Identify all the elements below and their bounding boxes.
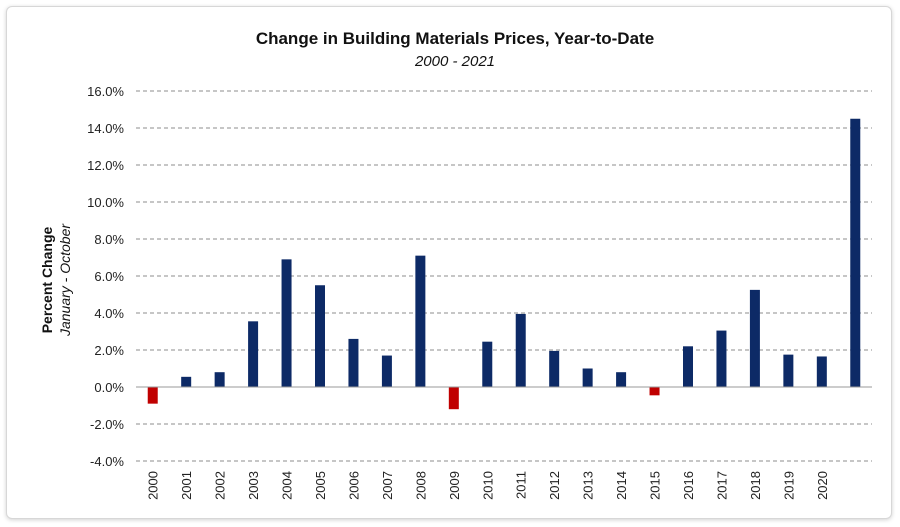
y-tick-label: 16.0% bbox=[87, 84, 124, 99]
chart-subtitle: 2000 - 2021 bbox=[414, 53, 495, 70]
y-tick-label: 6.0% bbox=[94, 269, 124, 284]
x-tick-label: 2018 bbox=[748, 471, 763, 500]
gridlines bbox=[136, 90, 872, 462]
y-tick-labels: 16.0% 14.0% 12.0% 10.0% 8.0% 6.0% 4.0% 2.0% 0.0%… bbox=[87, 84, 124, 469]
x-tick-label: 2014 bbox=[614, 471, 629, 500]
bar-2001 bbox=[181, 376, 192, 387]
x-tick-label: 2003 bbox=[246, 471, 261, 500]
x-tick-label: 2019 bbox=[781, 471, 796, 500]
bars bbox=[147, 118, 861, 410]
bar-2007 bbox=[381, 355, 392, 387]
y-tick-label: 4.0% bbox=[94, 306, 124, 321]
y-tick-label: 0.0% bbox=[94, 380, 124, 395]
bar-2020 bbox=[816, 356, 827, 387]
chart-title: Change in Building Materials Prices, Yea… bbox=[256, 29, 654, 48]
bar-2005 bbox=[315, 285, 325, 387]
bar-2013 bbox=[582, 368, 593, 387]
bar-2016 bbox=[683, 346, 693, 387]
y-axis-sublabel: January - October bbox=[57, 223, 73, 337]
x-tick-label: 2010 bbox=[480, 471, 495, 500]
bar-2004 bbox=[281, 259, 292, 387]
bar-2018 bbox=[749, 289, 760, 387]
x-tick-label: 2017 bbox=[714, 471, 729, 500]
bar-2014 bbox=[616, 372, 627, 387]
bar-2008 bbox=[415, 255, 426, 387]
bar-2011 bbox=[515, 313, 526, 387]
y-tick-label: 10.0% bbox=[87, 195, 124, 210]
bar-2006 bbox=[348, 338, 359, 387]
x-tick-label: 2004 bbox=[280, 471, 295, 500]
x-tick-label: 2006 bbox=[346, 471, 361, 500]
x-tick-label: 2002 bbox=[213, 471, 228, 500]
y-tick-label: 2.0% bbox=[94, 343, 124, 358]
y-axis-label: Percent Change bbox=[39, 226, 55, 333]
bar-2017 bbox=[716, 330, 727, 387]
x-tick-label: 2000 bbox=[146, 471, 161, 500]
x-tick-label: 2001 bbox=[179, 471, 194, 500]
x-tick-label: 2020 bbox=[815, 471, 830, 500]
bar-2000 bbox=[147, 387, 158, 404]
bar-2002 bbox=[214, 372, 225, 387]
x-tick-label: 2007 bbox=[380, 471, 395, 500]
bar-2003 bbox=[248, 321, 259, 387]
y-tick-label: 14.0% bbox=[87, 121, 124, 136]
x-tick-label: 2009 bbox=[447, 471, 462, 500]
bar-2010 bbox=[482, 341, 493, 387]
x-tick-labels: 2000 2001 2002 2003 2004 2005 2006 2007 2008 2009… bbox=[146, 471, 830, 500]
bar-2009 bbox=[448, 387, 459, 410]
y-tick-label: 8.0% bbox=[94, 232, 124, 247]
x-tick-label: 2008 bbox=[413, 471, 428, 500]
x-tick-label: 2016 bbox=[681, 471, 696, 500]
bar-2021 bbox=[850, 118, 861, 387]
y-tick-label: -4.0% bbox=[90, 454, 124, 469]
bar-2012 bbox=[549, 350, 560, 387]
x-tick-label: 2015 bbox=[648, 471, 663, 500]
x-tick-label: 2013 bbox=[581, 471, 596, 500]
y-tick-label: 12.0% bbox=[87, 158, 124, 173]
bar-2015 bbox=[649, 387, 660, 396]
x-tick-label: 2011 bbox=[514, 471, 529, 499]
x-tick-label: 2012 bbox=[547, 471, 562, 500]
x-tick-label: 2005 bbox=[313, 471, 328, 500]
y-tick-label: -2.0% bbox=[90, 417, 124, 432]
bar-2019 bbox=[783, 354, 794, 387]
